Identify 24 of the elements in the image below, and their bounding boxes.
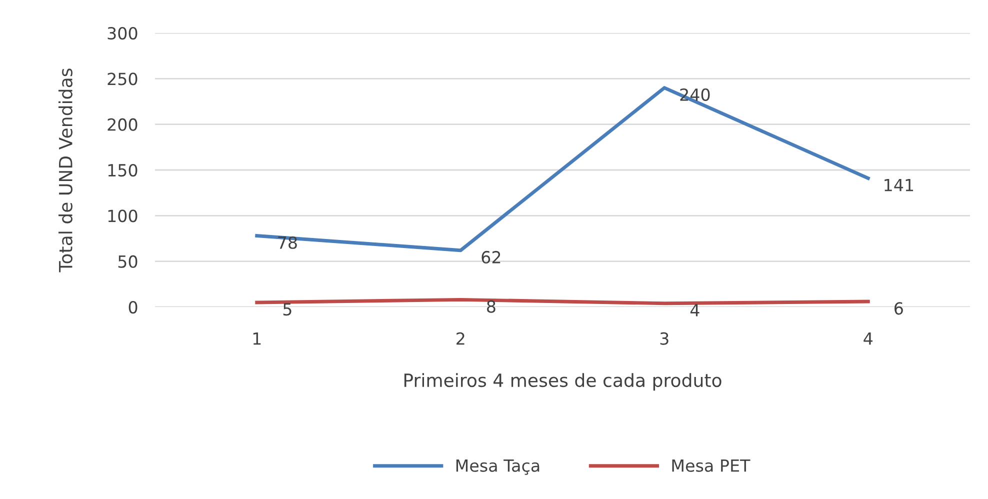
x-tick-label: 4 (864, 332, 872, 345)
line-series (255, 86, 870, 252)
legend-label: Mesa Taça (456, 460, 540, 475)
data-label: 78 (278, 236, 297, 249)
x-tick-label: 1 (253, 332, 261, 345)
y-tick-label: 200 (108, 118, 138, 131)
y-tick-label: 300 (108, 26, 138, 40)
legend-label: Mesa PET (672, 460, 750, 472)
data-label: 4 (690, 304, 700, 316)
data-label: 141 (884, 179, 914, 192)
data-label: 62 (482, 250, 500, 264)
x-tick-label: 3 (660, 332, 668, 345)
data-label: 6 (894, 302, 903, 315)
data-label: 5 (283, 303, 292, 316)
x-tick-label: 2 (456, 332, 464, 345)
y-tick-label: 100 (108, 210, 138, 222)
y-axis-title: Total de UND Vendidas (58, 68, 72, 272)
data-label: 8 (487, 300, 496, 313)
y-tick-label: 150 (108, 164, 138, 177)
y-tick-label: 250 (108, 72, 138, 86)
x-axis-title: Primeiros 4 meses de cada produto (404, 373, 722, 391)
y-tick-label: 0 (128, 300, 138, 314)
y-tick-label: 50 (118, 255, 138, 268)
data-label: 240 (680, 88, 710, 101)
